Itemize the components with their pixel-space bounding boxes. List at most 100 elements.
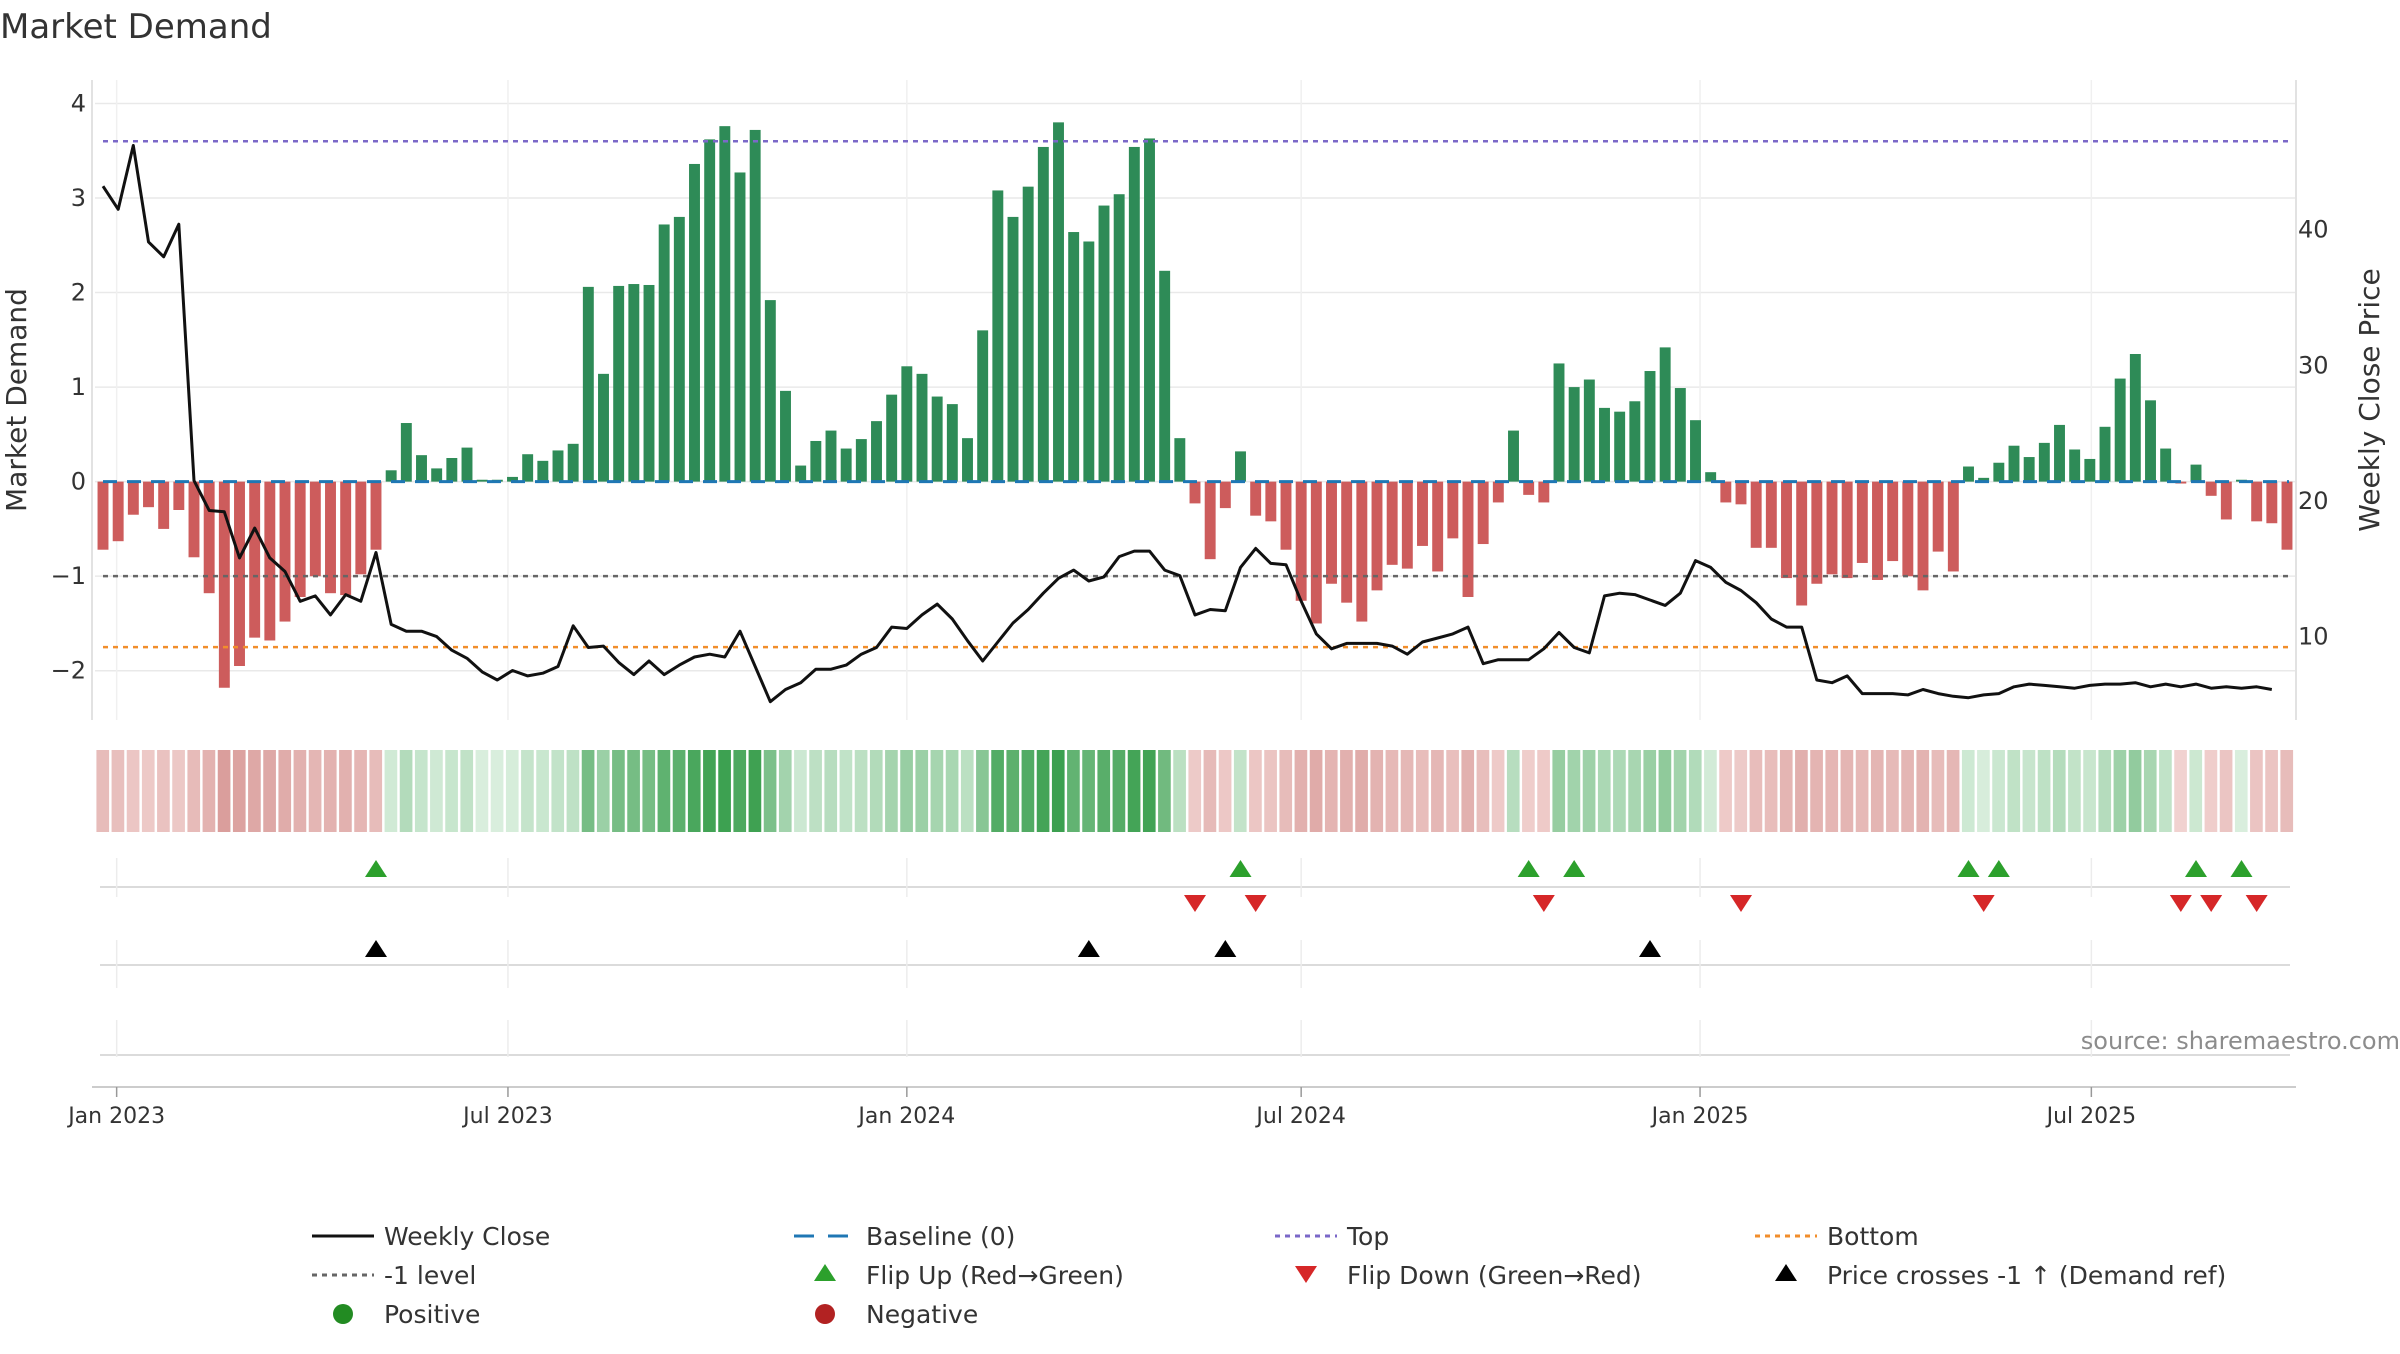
price-cross-marker	[1077, 940, 1100, 957]
heat-strip-cell	[687, 750, 701, 832]
heat-strip-cell	[399, 750, 413, 832]
demand-bar	[1553, 363, 1565, 482]
demand-bar	[1447, 481, 1459, 539]
heat-strip-cell	[960, 750, 974, 832]
demand-bar	[279, 481, 291, 622]
demand-bar	[552, 450, 564, 482]
heat-strip-cell	[369, 750, 383, 832]
legend-label: Price crosses -1 ↑ (Demand ref)	[1827, 1261, 2226, 1290]
heat-strip-cell	[1431, 750, 1444, 832]
demand-bar	[400, 423, 412, 482]
demand-bar	[2145, 400, 2156, 482]
demand-bar	[1417, 481, 1428, 546]
heat-strip-cell	[384, 750, 398, 832]
heat-strip-cell	[1491, 750, 1505, 832]
grid-layer	[95, 80, 2295, 720]
heat-strip-cell	[1340, 750, 1353, 832]
heat-strip-cell	[1552, 750, 1566, 832]
heat-strip-cell	[1597, 750, 1611, 832]
heat-strip-cell	[824, 750, 838, 832]
heat-strip-cell	[733, 750, 747, 832]
legend-label: Bottom	[1827, 1222, 1919, 1251]
demand-bar	[461, 447, 473, 482]
heat-strip-cell	[1673, 750, 1687, 832]
heat-strip-cell	[612, 750, 625, 832]
flip-up-marker	[365, 860, 387, 877]
heat-strip-cell	[490, 750, 504, 832]
heat-strip-cell	[930, 750, 944, 832]
heat-strip-cell	[430, 750, 443, 832]
heat-strip-cell	[1567, 750, 1581, 832]
heat-strip-cell	[915, 750, 929, 832]
right-tick-label: 40	[2298, 216, 2329, 244]
heat-strip-cell	[1931, 750, 1945, 832]
demand-bar	[325, 481, 336, 594]
demand-bar	[1144, 138, 1155, 482]
x-axis: Jan 2023 Jul 2023 Jan 2024 Jul 2024 Jan 2025…	[66, 1086, 2296, 1129]
heat-strip-cell	[414, 750, 428, 832]
demand-bar	[355, 481, 367, 575]
demand-bar	[1356, 481, 1368, 622]
demand-bar	[446, 458, 458, 482]
heat-strip-cell	[1355, 750, 1368, 832]
demand-bar	[1674, 388, 1686, 482]
heat-strip-cell	[1522, 750, 1535, 832]
flip-down-marker	[1244, 895, 1267, 912]
demand-bar	[1599, 407, 1610, 482]
heat-strip-cell	[2204, 750, 2218, 832]
right-axis-title: Weekly Close Price	[2353, 268, 2386, 531]
heat-strip-cell	[2189, 750, 2203, 832]
heat-strip-cell	[2037, 750, 2051, 832]
left-tick-label: −2	[51, 657, 86, 685]
heat-strip-cell	[1628, 750, 1641, 832]
heat-strip-cell	[1127, 750, 1141, 832]
heat-strip-cell	[1400, 750, 1414, 832]
demand-bar	[931, 396, 943, 482]
left-tick-label: 2	[71, 279, 86, 307]
heat-strip-cell	[505, 750, 519, 832]
weekly-close-line-layer	[101, 144, 2273, 704]
heat-strip-cell	[1658, 750, 1672, 832]
demand-bar	[628, 284, 640, 482]
demand-bars	[97, 122, 2293, 688]
x-tick-label: Jul 2024	[1254, 1104, 1346, 1129]
demand-bar	[886, 394, 898, 482]
heat-strip-cell	[293, 750, 307, 832]
demand-bar	[1887, 481, 1899, 562]
flip-up-marker	[1987, 860, 2010, 877]
demand-bar	[2251, 481, 2263, 522]
heat-strip-cell	[263, 750, 276, 832]
demand-bar	[1083, 241, 1095, 482]
demand-bar	[2084, 458, 2096, 482]
demand-bar	[476, 479, 488, 482]
heat-strip-cell	[1446, 750, 1459, 832]
flip-down-marker	[1184, 895, 1206, 912]
heat-strip-cell	[581, 750, 595, 832]
heat-strip-cell	[1264, 750, 1277, 832]
demand-bar	[2220, 481, 2232, 520]
heat-strip-cell	[2219, 750, 2233, 832]
demand-bar	[1538, 481, 1550, 503]
legend-label: Top	[1346, 1222, 1389, 1251]
heat-strip-cell	[1309, 750, 1323, 832]
demand-bar	[613, 285, 625, 482]
heat-strip-cell	[1097, 750, 1111, 832]
heat-strip-cell	[748, 750, 762, 832]
reference-lines	[103, 140, 2289, 649]
demand-bar	[1826, 481, 1838, 575]
demand-bar	[2281, 481, 2293, 550]
demand-bar	[1932, 481, 1944, 552]
left-tick-label: −1	[51, 562, 86, 590]
heat-strip-cell	[596, 750, 610, 832]
demand-bar	[1462, 481, 1474, 597]
demand-bar	[1492, 481, 1504, 503]
x-tick-label: Jan 2025	[1650, 1104, 1749, 1129]
demand-bar	[1568, 387, 1580, 482]
heat-strip-cell	[2083, 750, 2096, 832]
heat-strip-cell	[1643, 750, 1657, 832]
heat-strip-cell	[1613, 750, 1626, 832]
heat-strip-cell	[1825, 750, 1839, 832]
heat-strip-cell	[2128, 750, 2142, 832]
heat-strip-cell	[885, 750, 898, 832]
heat-strip-cell	[1385, 750, 1399, 832]
